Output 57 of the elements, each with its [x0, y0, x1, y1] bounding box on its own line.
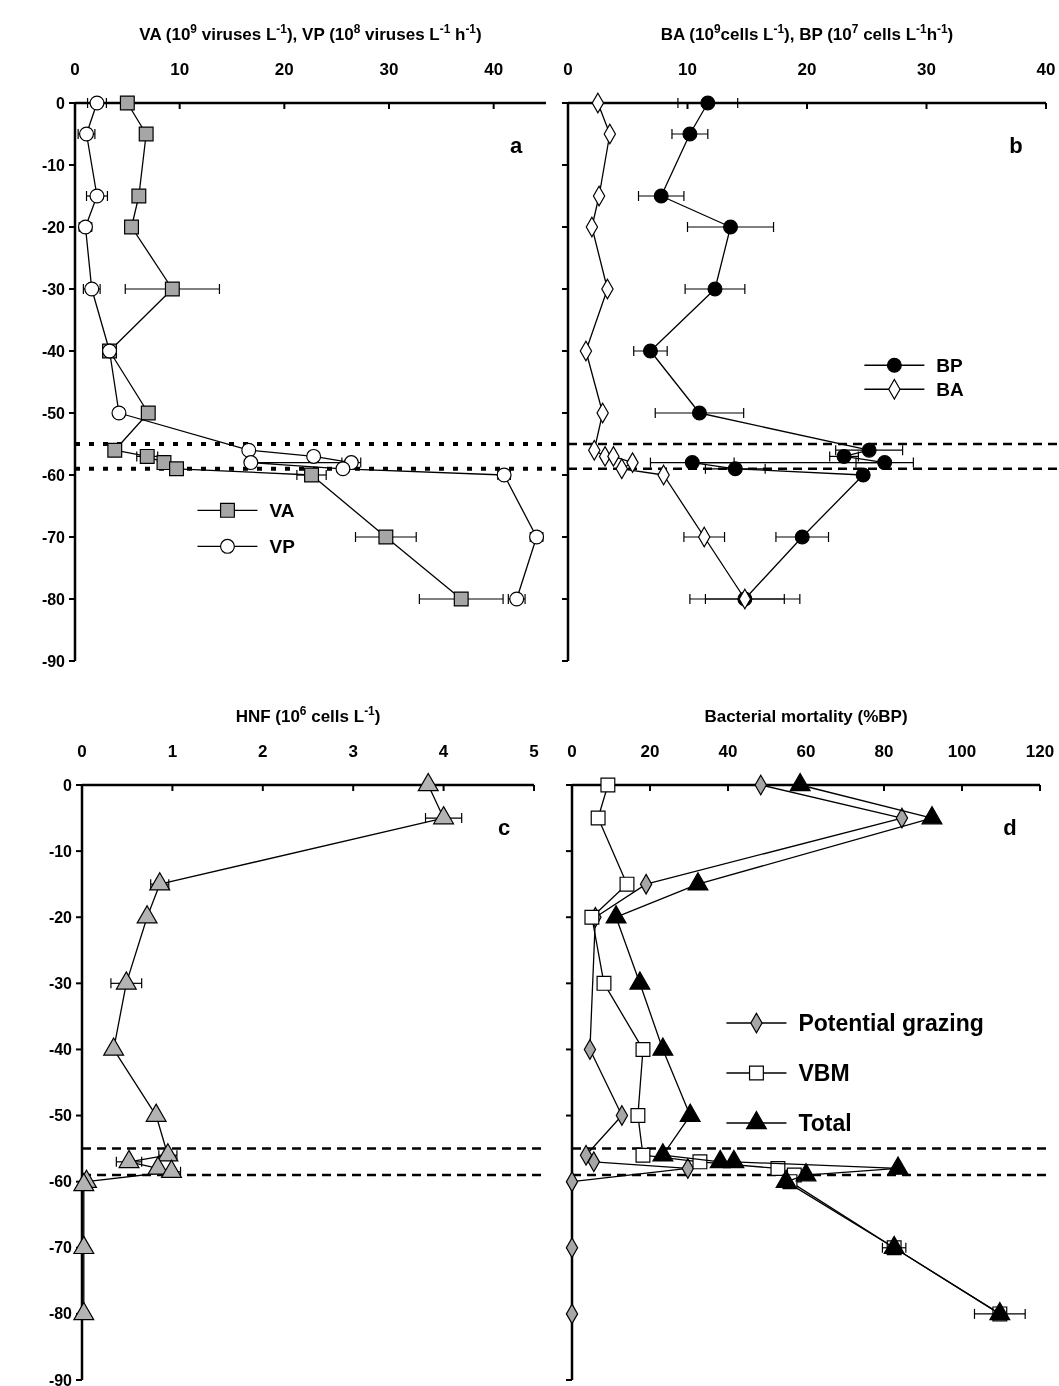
x-tick-label: 60: [796, 742, 816, 761]
annotation: c: [497, 815, 511, 840]
y-tick-label: -90: [41, 652, 66, 670]
x-tick-label: 10: [170, 60, 190, 79]
x-tick-label: 40: [1036, 60, 1056, 79]
y-tick-label: -20: [48, 908, 73, 926]
x-tick-label: 120: [1025, 742, 1055, 761]
legend-label: Potential grazing: [798, 1010, 984, 1037]
x-tick-label: 40: [484, 60, 504, 79]
legend-label: VA: [269, 499, 295, 521]
x-tick-label: 4: [438, 742, 449, 761]
x-tick-label: 2: [258, 742, 268, 761]
y-tick-label: 0: [63, 776, 73, 794]
y-tick-label: -90: [48, 1371, 73, 1386]
y-tick-label: -10: [48, 842, 73, 860]
y-tick-label: -40: [48, 1041, 73, 1059]
x-tick-label: 3: [348, 742, 358, 761]
x-tick-label: 20: [797, 60, 817, 79]
x-tick-label: 30: [379, 60, 399, 79]
x-tick-label: 80: [874, 742, 894, 761]
y-tick-label: -70: [41, 528, 66, 546]
x-tick-label: 0: [563, 60, 573, 79]
x-tick-label: 20: [640, 742, 660, 761]
x-tick-label: 30: [917, 60, 936, 79]
y-tick-label: -30: [48, 974, 73, 992]
legend-label: VBM: [798, 1060, 850, 1087]
x-tick-label: 0: [567, 742, 577, 761]
annotation: b: [1009, 133, 1023, 158]
legend-label: BP: [936, 354, 964, 376]
y-tick-label: -60: [48, 1173, 73, 1191]
x-tick-label: 20: [274, 60, 294, 79]
legend-label: BA: [936, 378, 965, 400]
x-tick-label: 5: [529, 742, 539, 761]
x-tick-label: 10: [678, 60, 697, 79]
y-tick-label: -80: [48, 1305, 73, 1323]
y-tick-label: -60: [41, 466, 66, 484]
x-tick-label: 1: [167, 742, 178, 761]
x-axis-title: HNF (10$^{6}$ cells L$^{-1}$): [235, 704, 381, 726]
legend-label: VP: [269, 535, 296, 557]
x-tick-label: 100: [947, 742, 977, 761]
x-tick-label: 0: [77, 742, 87, 761]
x-tick-label: 40: [718, 742, 738, 761]
y-tick-label: -30: [41, 280, 66, 298]
y-tick-label: -10: [41, 156, 66, 174]
annotation: d: [1003, 815, 1017, 840]
y-tick-label: 0: [56, 94, 66, 112]
legend-label: Total: [798, 1110, 852, 1137]
text: VA (10$^{9}$ viruses L$^{-1}$), VP (10$^{8}$ viruses L$^{-1}$ h$^{-1}$): [139, 22, 482, 44]
x-axis-title: Bacterial mortality (%BP): [704, 707, 908, 726]
y-tick-label: -50: [41, 404, 66, 422]
y-tick-label: -50: [48, 1107, 73, 1125]
y-tick-label: -70: [48, 1239, 73, 1257]
text: BA (10$^{9}$cells L$^{-1}$), BP (10$^{7}$ cells L$^{-1}$h$^{-1}$): [660, 22, 954, 44]
y-tick-label: -40: [41, 342, 66, 360]
y-tick-label: -80: [41, 590, 66, 608]
annotation: a: [509, 133, 523, 158]
y-tick-label: -20: [41, 218, 66, 236]
